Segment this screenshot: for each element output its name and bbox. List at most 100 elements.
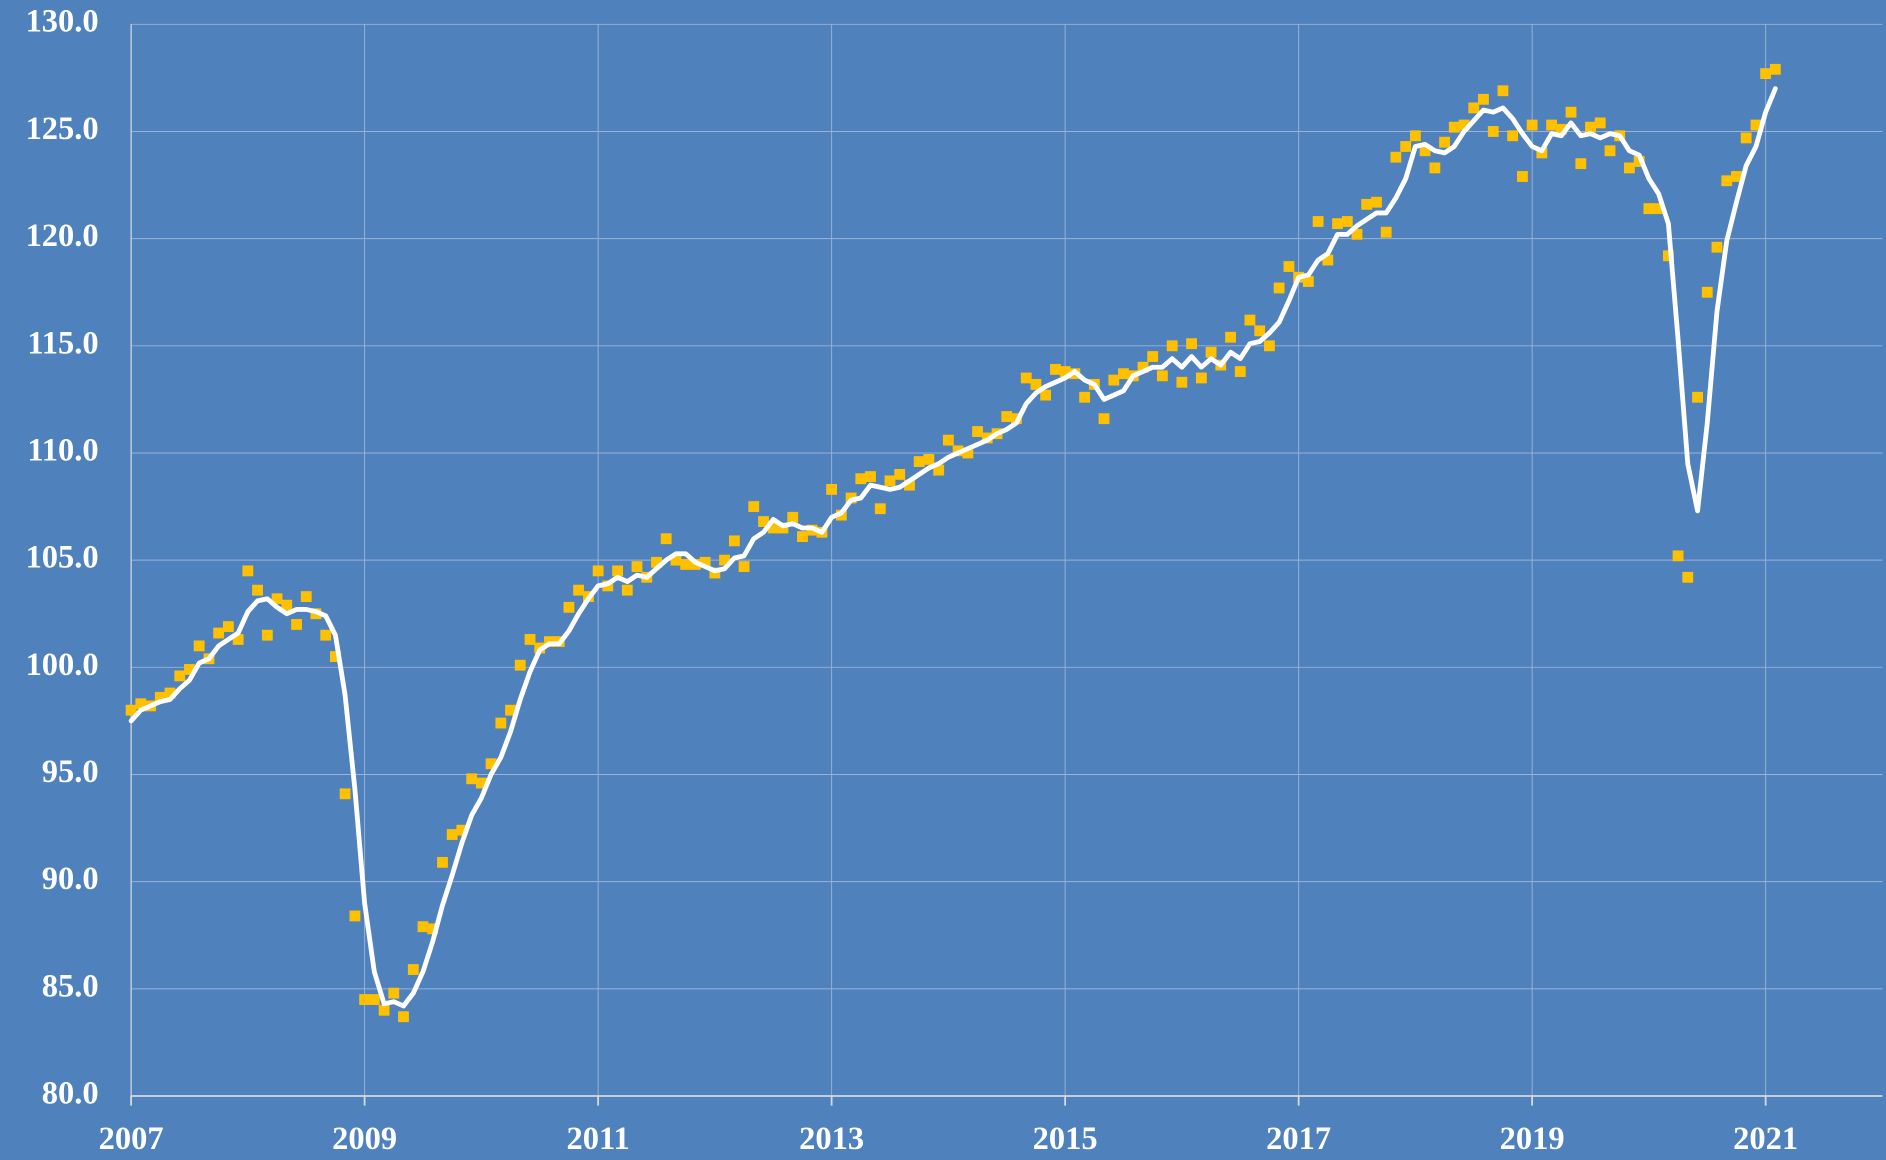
- scatter-point: [651, 556, 662, 568]
- y-tick-label: 130.0: [26, 4, 99, 40]
- scatter-point: [1176, 376, 1188, 388]
- scatter-point: [437, 856, 448, 868]
- x-tick-label: 2015: [1033, 1121, 1098, 1157]
- scatter-point: [1137, 361, 1149, 373]
- scatter-point: [1234, 366, 1246, 377]
- scatter-point: [135, 698, 147, 710]
- scatter-point: [1351, 228, 1363, 240]
- scatter-point: [826, 484, 838, 495]
- scatter-point: [894, 469, 906, 480]
- scatter-point: [524, 634, 536, 645]
- scatter-point: [1205, 346, 1217, 358]
- scatter-point: [125, 704, 137, 716]
- scatter-point: [1264, 340, 1275, 352]
- y-tick-label: 120.0: [26, 218, 99, 254]
- scatter-point: [271, 593, 283, 605]
- scatter-point: [1458, 119, 1470, 131]
- scatter-point: [417, 921, 429, 933]
- scatter-point: [1108, 374, 1120, 386]
- scatter-point: [1283, 261, 1295, 272]
- scatter-point: [1701, 286, 1713, 298]
- scatter-point: [378, 1004, 390, 1016]
- scatter-point: [456, 824, 468, 836]
- scatter-point: [300, 591, 312, 603]
- scatter-point: [1487, 126, 1499, 137]
- x-tick-label: 2013: [799, 1121, 864, 1157]
- scatter-point: [1769, 63, 1781, 75]
- scatter-point: [1312, 216, 1324, 227]
- scatter-point: [1030, 378, 1042, 390]
- scatter-point: [1546, 119, 1558, 131]
- scatter-point: [1594, 117, 1606, 129]
- scatter-point: [660, 533, 672, 545]
- y-tick-label: 125.0: [26, 111, 99, 147]
- scatter-point: [1497, 85, 1509, 97]
- scatter-point: [359, 994, 371, 1005]
- y-tick-label: 105.0: [26, 540, 99, 576]
- y-tick-label: 110.0: [27, 432, 98, 468]
- scatter-point: [1565, 106, 1577, 118]
- scatter-point: [1478, 93, 1489, 105]
- scatter-point: [1079, 391, 1091, 403]
- scatter-point: [1750, 119, 1762, 131]
- scatter-point: [320, 629, 332, 641]
- scatter-point: [1419, 145, 1431, 157]
- scatter-point: [1575, 158, 1587, 170]
- scatter-point: [1195, 372, 1207, 384]
- scatter-point: [281, 599, 293, 611]
- scatter-point: [972, 426, 983, 437]
- scatter-point: [612, 565, 624, 577]
- scatter-point: [1040, 389, 1052, 401]
- line-series: [128, 86, 1778, 1009]
- x-tick-label: 2017: [1266, 1121, 1331, 1157]
- scatter-point: [1254, 325, 1266, 337]
- scatter-point: [767, 522, 779, 534]
- scatter-point: [855, 473, 867, 485]
- scatter-point: [1623, 162, 1635, 174]
- scatter-point: [1643, 203, 1655, 215]
- scatter-point: [232, 634, 244, 645]
- scatter-point: [495, 717, 507, 729]
- scatter-point: [758, 516, 769, 527]
- scatter-point: [1672, 550, 1684, 562]
- scatter-point: [1468, 102, 1480, 114]
- scatter-point: [427, 923, 439, 935]
- scatter-point: [1380, 226, 1392, 238]
- x-tick-label: 2019: [1500, 1121, 1565, 1157]
- scatter-point: [904, 479, 915, 491]
- scatter-point: [1439, 136, 1450, 148]
- scatter-point: [252, 584, 263, 596]
- scatter-point: [797, 531, 808, 542]
- scatter-point: [719, 554, 730, 566]
- scatter-point: [291, 619, 302, 630]
- y-tick-label: 90.0: [42, 861, 99, 897]
- scatter-point: [1322, 254, 1334, 266]
- scatter-point: [699, 556, 711, 568]
- x-tick-label: 2007: [99, 1121, 164, 1157]
- scatter-point: [1302, 276, 1314, 287]
- scatter-point: [1361, 198, 1373, 210]
- scatter-point: [884, 475, 896, 487]
- scatter-point: [330, 651, 341, 663]
- scatter-point: [349, 910, 361, 922]
- scatter-point: [631, 561, 643, 572]
- scatter-point: [407, 964, 419, 975]
- scatter-point: [368, 994, 380, 1005]
- scatter-point: [573, 584, 585, 596]
- y-tick-label: 100.0: [26, 647, 99, 683]
- scatter-point: [1244, 314, 1256, 326]
- scatter-point: [670, 554, 682, 566]
- scatter-point: [913, 456, 925, 467]
- scatter-point: [1050, 363, 1061, 375]
- scatter-point: [680, 559, 692, 570]
- y-tick-label: 115.0: [27, 325, 98, 361]
- scatter-point: [865, 471, 876, 482]
- scatter-point: [154, 691, 166, 703]
- scatter-point: [1526, 119, 1538, 131]
- scatter-point: [505, 704, 516, 716]
- scatter-point: [1711, 241, 1723, 253]
- scatter-point: [728, 535, 740, 547]
- scatter-point: [1731, 171, 1742, 182]
